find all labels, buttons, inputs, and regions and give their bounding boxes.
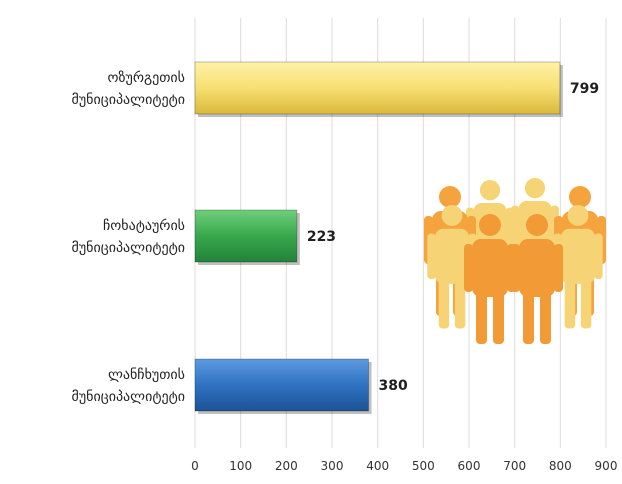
tick-label: 600 <box>458 459 481 473</box>
tick-label: 300 <box>321 459 344 473</box>
tick-label: 900 <box>595 459 618 473</box>
data-label: 799 <box>570 81 599 97</box>
bar <box>194 358 370 412</box>
tick-label: 700 <box>503 459 526 473</box>
tick-label: 100 <box>229 459 252 473</box>
data-label: 223 <box>307 229 336 245</box>
tick-label: 200 <box>275 459 298 473</box>
bar <box>194 209 298 263</box>
category-label: მუნიციპალიტეტი <box>72 389 185 405</box>
tick-label: 400 <box>366 459 389 473</box>
data-label: 380 <box>379 378 408 394</box>
bars: 799 223 380 <box>194 61 599 414</box>
tick-label: 800 <box>549 459 572 473</box>
tick-label: 0 <box>191 459 199 473</box>
tick-label: 500 <box>412 459 435 473</box>
x-axis-ticks: 0 100 200 300 400 500 600 700 800 900 <box>191 459 617 473</box>
category-label: ოზურგეთის <box>108 69 186 86</box>
person-icon <box>511 214 563 344</box>
person-icon <box>464 214 516 344</box>
category-label: მუნიციპალიტეტი <box>72 240 185 256</box>
category-label: ლანჩხუთის <box>108 367 185 383</box>
category-labels: ოზურგეთის მუნიციპალიტეტი ჩოხატაურის მუნიციპ… <box>72 69 185 405</box>
category-label: ჩოხატაურის <box>103 217 185 234</box>
category-label: მუნიციპალიტეტი <box>72 92 185 108</box>
people-icon <box>424 178 606 344</box>
bar <box>194 61 561 115</box>
